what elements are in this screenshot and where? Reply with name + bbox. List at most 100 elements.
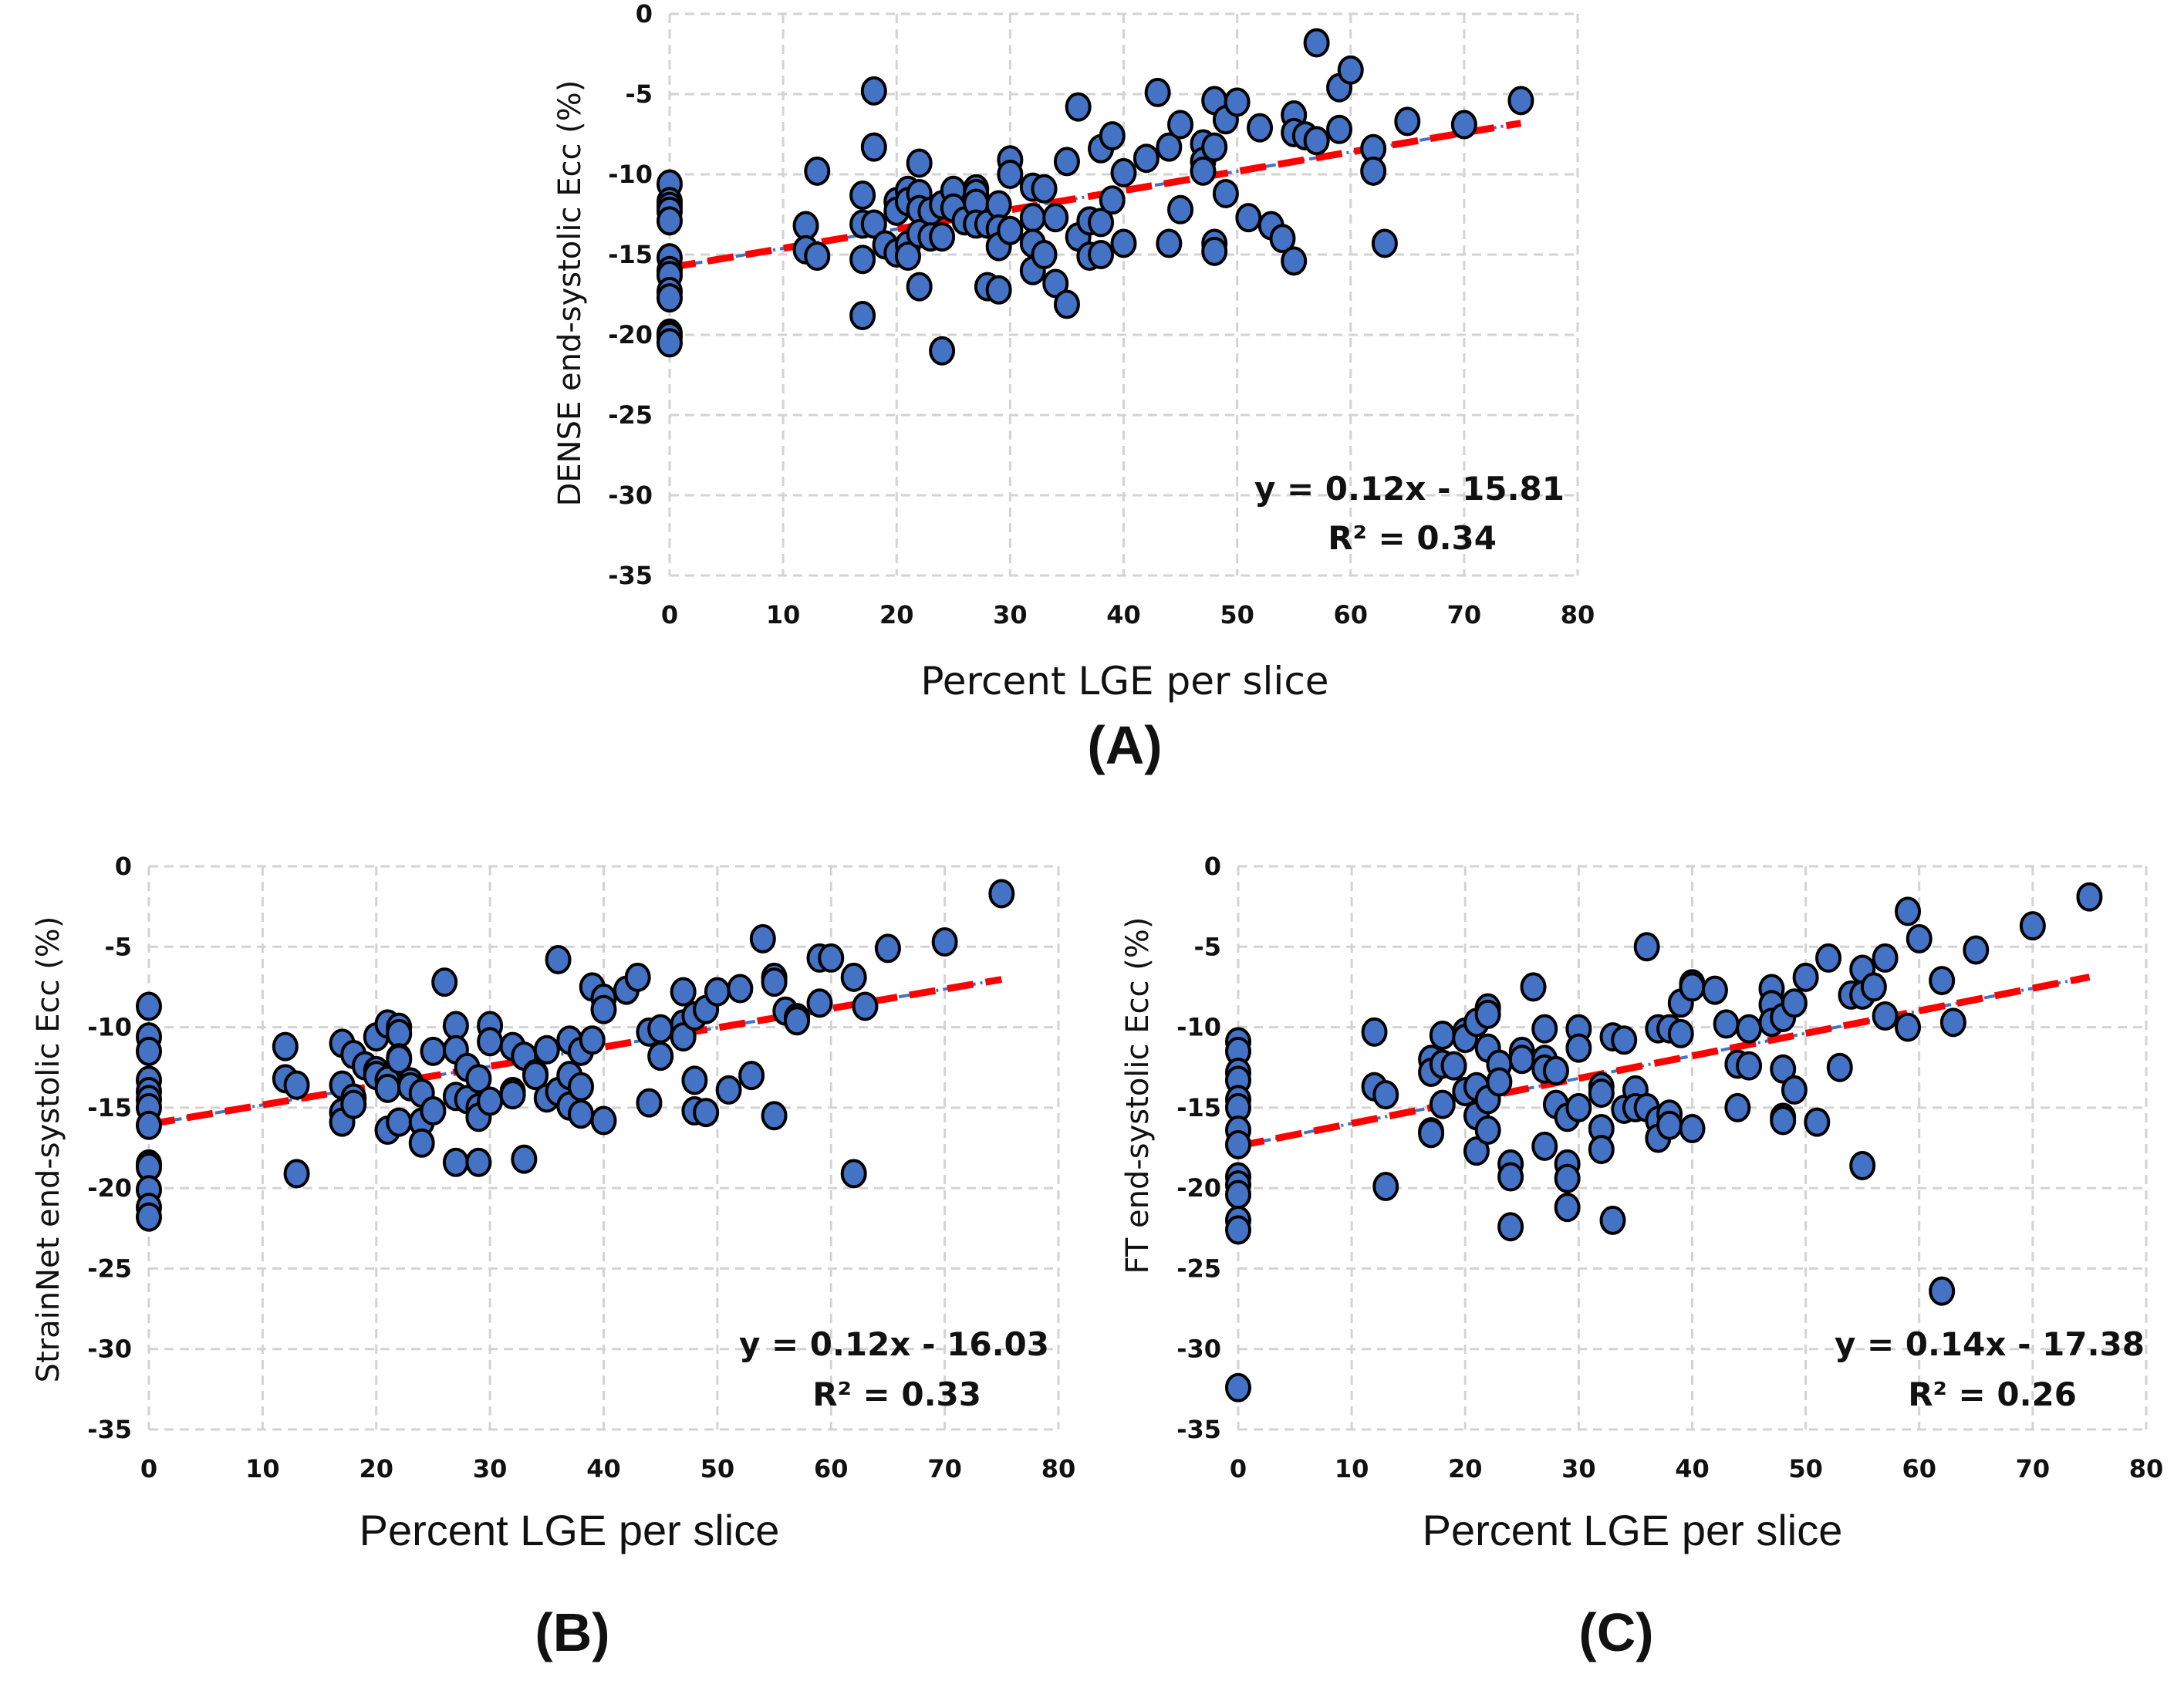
panel-b-data-point xyxy=(624,962,651,992)
x-tick-label: 80 xyxy=(1561,600,1595,629)
panel-b-y-ticks: 0 -5 -10 -15 -20 -25 -30 -35 xyxy=(87,852,132,1444)
panel-a-data-point xyxy=(849,301,876,331)
panel-b-data-point xyxy=(670,1022,697,1052)
panel-c-data-point xyxy=(1225,1180,1251,1210)
panel-c-data-point xyxy=(1679,972,1706,1002)
panel-c-data-point xyxy=(1565,1092,1592,1122)
panel-c-data-point xyxy=(1225,1215,1251,1245)
panel-b-data-point xyxy=(647,1041,674,1072)
panel-a-data-point xyxy=(1156,132,1183,162)
panel-c-data-point xyxy=(1929,966,1956,996)
panel-c-r2: R² = 0.26 xyxy=(1908,1375,2077,1413)
panel-a-data-point xyxy=(1371,228,1398,258)
x-tick-label: 30 xyxy=(1561,1454,1596,1483)
panel-c-data-point xyxy=(1781,988,1808,1018)
panel-a-x-ticks: 0 10 20 30 40 50 60 70 80 xyxy=(661,600,1595,629)
panel-a-data-point xyxy=(929,222,956,252)
x-tick-label: 70 xyxy=(927,1454,962,1483)
panel-a-data-point xyxy=(860,132,887,162)
panel-c-data-point xyxy=(2019,911,2046,941)
panel-c-data-point xyxy=(1588,1078,1615,1109)
x-tick-label: 80 xyxy=(1041,1454,1076,1483)
panel-c-data-point xyxy=(1770,1105,1797,1136)
y-tick-label: -25 xyxy=(87,1254,132,1283)
panel-b-data-point xyxy=(840,962,867,992)
y-tick-label: -25 xyxy=(1176,1254,1221,1283)
panel-a-data-point xyxy=(906,148,933,178)
panel-a-data-point xyxy=(1303,126,1330,156)
panel-a-data-point xyxy=(1190,156,1217,186)
panel-a-points xyxy=(657,28,1534,366)
panel-a-data-point xyxy=(1042,203,1069,233)
panel-c-data-point xyxy=(1781,1075,1808,1105)
panel-a-data-point xyxy=(849,245,876,275)
panel-b-data-point xyxy=(533,1034,560,1065)
panel-a-data-point xyxy=(657,328,683,358)
panel-b-data-point xyxy=(806,988,833,1018)
panel-a-data-point xyxy=(1133,143,1160,174)
panel-b-data-point xyxy=(465,1147,492,1177)
panel-c-data-point xyxy=(2076,882,2103,912)
panel-b-data-point xyxy=(761,1101,788,1131)
panel-b-data-point xyxy=(590,994,617,1024)
x-tick-label: 20 xyxy=(1448,1454,1483,1483)
y-tick-label: -20 xyxy=(608,320,653,349)
panel-b-data-point xyxy=(761,967,788,997)
panel-c-data-point xyxy=(1429,1089,1456,1119)
panel-b-data-point xyxy=(136,1202,162,1232)
panel-c-data-point xyxy=(1497,1212,1524,1242)
panel-a-data-point xyxy=(929,336,956,366)
panel-c-data-point xyxy=(1486,1067,1513,1097)
panel-a-data-point xyxy=(1212,178,1239,208)
panel-c-y-ticks: 0 -5 -10 -15 -20 -25 -30 -35 xyxy=(1176,852,1221,1444)
panel-a-data-point xyxy=(657,206,683,236)
panel-c-data-point xyxy=(1463,1136,1490,1166)
panel-b-data-point xyxy=(511,1144,538,1174)
panel-c-data-point xyxy=(1531,1131,1558,1161)
panel-b-data-point xyxy=(931,927,958,957)
panel-a-data-point xyxy=(849,181,876,211)
panel-b-data-point xyxy=(749,923,776,953)
y-tick-label: -10 xyxy=(1176,1013,1221,1042)
panel-b-data-point xyxy=(818,943,845,973)
panel-b-data-point xyxy=(522,1061,549,1091)
panel-b-r2: R² = 0.33 xyxy=(812,1375,981,1413)
panel-a-data-point xyxy=(1201,236,1228,266)
panel-a-data-point xyxy=(1099,185,1126,215)
panel-a-data-point xyxy=(1088,240,1115,269)
panel-b-data-point xyxy=(715,1075,742,1105)
panel-b-data-point xyxy=(874,933,901,964)
panel-c-data-point xyxy=(1633,932,1660,962)
panel-b-y-axis-label: StrainNet end-systolic Ecc (%) xyxy=(31,916,66,1383)
y-tick-label: 0 xyxy=(115,852,132,881)
panel-b-data-point xyxy=(568,1072,595,1102)
y-tick-label: -20 xyxy=(1176,1173,1221,1203)
x-tick-label: 50 xyxy=(1788,1454,1823,1483)
panel-a-data-point xyxy=(1144,77,1171,107)
panel-c-data-point xyxy=(1372,1080,1399,1110)
y-tick-label: -5 xyxy=(1193,932,1221,961)
x-tick-label: 30 xyxy=(993,600,1028,629)
x-tick-label: 20 xyxy=(359,1454,393,1483)
panel-b-data-point xyxy=(852,991,879,1021)
panel-a-data-point xyxy=(1031,240,1058,269)
x-tick-label: 50 xyxy=(700,1454,735,1483)
panel-b-data-point xyxy=(386,1107,413,1137)
panel-a-data-point xyxy=(1269,224,1296,254)
y-tick-label: -35 xyxy=(608,561,653,590)
panel-a-data-point xyxy=(1110,228,1137,258)
y-tick-label: 0 xyxy=(1204,852,1221,881)
y-tick-label: -30 xyxy=(608,481,653,510)
panel-a-data-point xyxy=(1303,28,1330,58)
panel-c-data-point xyxy=(1872,1001,1899,1031)
panel-c-data-point xyxy=(1906,923,1933,953)
y-tick-label: -15 xyxy=(1176,1093,1221,1122)
panel-c-data-point xyxy=(1372,1172,1399,1202)
panel-b-data-point xyxy=(283,1070,310,1100)
panel-b-data-point xyxy=(840,1159,867,1189)
panel-a-y-ticks: 0 -5 -10 -15 -20 -25 -30 -35 xyxy=(608,0,653,590)
panel-c-data-point xyxy=(1474,1115,1501,1146)
panel-b-data-point xyxy=(477,1027,504,1057)
panel-b-data-point xyxy=(340,1089,367,1119)
panel-c-data-point xyxy=(1736,1051,1763,1081)
